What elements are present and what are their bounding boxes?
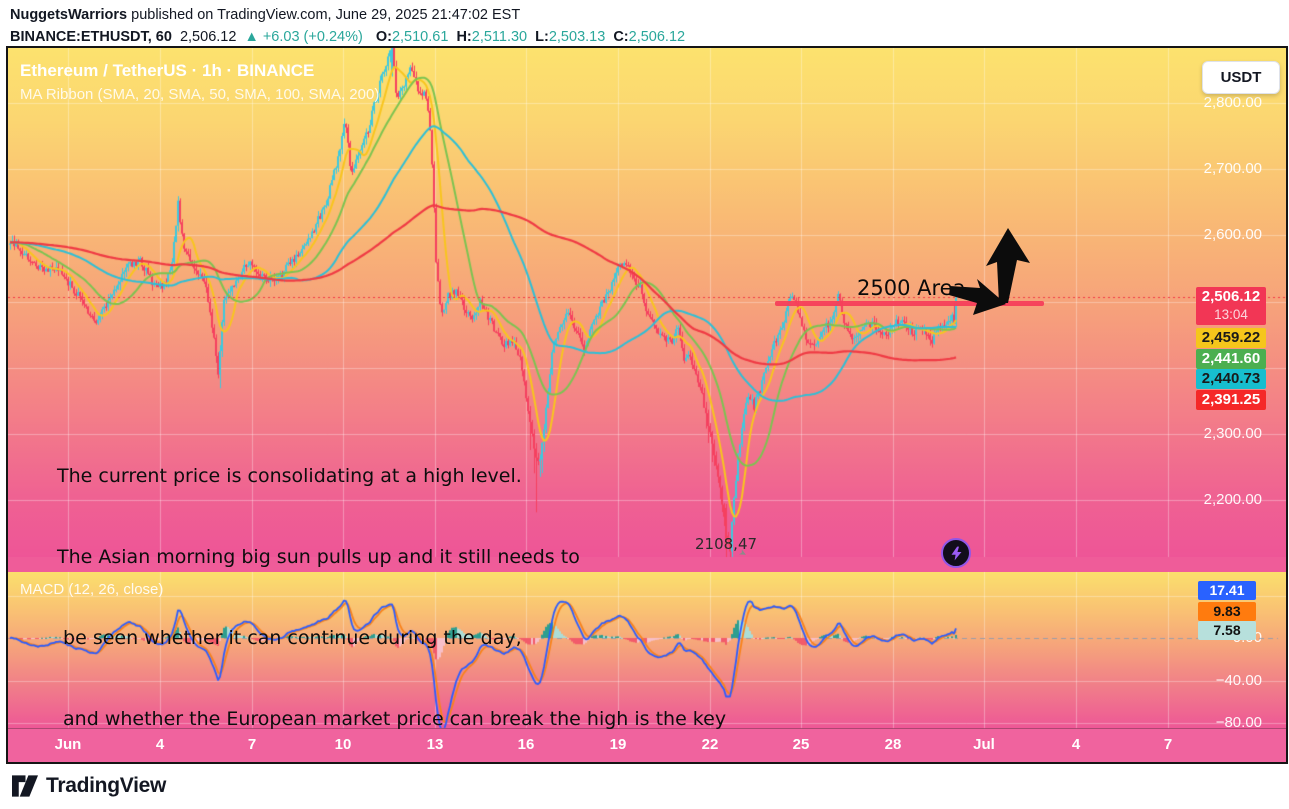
close-label: C: [613, 29, 629, 45]
time-axis-label[interactable]: 25 [792, 736, 810, 753]
sma-value-badge: 2,440.73 [1196, 369, 1266, 389]
tradingview-logo-icon [12, 775, 39, 797]
author-name: NuggetsWarriors [10, 7, 128, 23]
open-value: 2,510.61 [391, 29, 449, 45]
sma-value-badge: 2,441.60 [1196, 349, 1266, 369]
price-scale-label: 2,200.00 [1203, 491, 1262, 509]
time-axis-label[interactable]: 7 [247, 736, 257, 753]
close-value: 2,506.12 [628, 29, 686, 45]
time-axis-label[interactable]: Jun [54, 736, 82, 753]
support-resistance-line [775, 301, 1044, 306]
macd-value-badge: 9.83 [1198, 602, 1256, 621]
up-triangle-icon: ▲ [244, 29, 259, 45]
sma-value-badge: 2,459.22 [1196, 328, 1266, 348]
time-axis-label[interactable]: 28 [884, 736, 902, 753]
high-label: H: [456, 29, 472, 45]
annotation-line: and whether the European market price ca… [57, 708, 727, 730]
badge-price-value: 2,506.12 [1201, 288, 1261, 305]
analysis-annotation: The current price is consolidating at a … [57, 409, 727, 762]
low-label: L: [535, 29, 549, 45]
sma-value-badge: 2,391.25 [1196, 390, 1266, 410]
lightning-icon [951, 546, 961, 560]
price-scale-label: 2,700.00 [1203, 160, 1262, 178]
time-axis-label[interactable]: 22 [701, 736, 719, 753]
time-axis-label[interactable]: 4 [1071, 736, 1081, 753]
chart-canvas[interactable] [8, 48, 1286, 762]
time-axis-label[interactable]: 13 [426, 736, 444, 753]
chart-widget: MACD (12, 26, close) 0.00−40.00−80.00 Et… [6, 46, 1288, 764]
last-price: 2,506.12 [179, 29, 237, 45]
ma-ribbon-indicator-title[interactable]: MA Ribbon (SMA, 20, SMA, 50, SMA, 100, S… [20, 86, 380, 103]
lightning-boost-button[interactable] [941, 538, 971, 568]
time-axis-label[interactable]: 7 [1163, 736, 1173, 753]
resistance-area-label: 2500 Area [857, 276, 966, 300]
low-value: 2,503.13 [548, 29, 606, 45]
open-label: O: [375, 29, 392, 45]
time-axis-label[interactable]: 19 [609, 736, 627, 753]
macd-value-badge: 17.41 [1198, 581, 1256, 600]
publish-info: published on TradingView.com, June 29, 2… [131, 7, 521, 23]
time-axis-label[interactable]: 4 [155, 736, 165, 753]
time-axis-label[interactable]: 16 [517, 736, 535, 753]
symbol-info-bar: BINANCE:ETHUSDT, 60 2,506.12 ▲ +6.03 (+0… [10, 29, 685, 45]
price-scale-label: 2,800.00 [1203, 94, 1262, 111]
session-low-label: 2108,47 [695, 535, 758, 553]
price-scale-label: 2,600.00 [1203, 226, 1262, 244]
time-axis-label[interactable]: 10 [334, 736, 352, 753]
price-change: +6.03 (+0.24%) [262, 29, 363, 45]
macd-value-badge: 7.58 [1198, 621, 1256, 640]
time-axis-label[interactable]: Jul [973, 736, 995, 753]
high-value: 2,511.30 [471, 29, 528, 45]
price-scale-label: 2,300.00 [1203, 424, 1262, 442]
badge-bar-countdown: 13:04 [1214, 307, 1248, 322]
tradingview-brand-link[interactable]: TradingView [12, 771, 166, 801]
tradingview-wordmark: TradingView [46, 774, 167, 797]
annotation-line: The Asian morning big sun pulls up and i… [57, 546, 580, 568]
currency-usdt-button[interactable]: USDT [1202, 61, 1280, 94]
annotation-line: be seen whether it can continue during t… [57, 627, 522, 649]
symbol-name: BINANCE:ETHUSDT, 60 [10, 29, 172, 45]
annotation-line: The current price is consolidating at a … [57, 465, 522, 487]
last-price-badge: 2,506.12 13:04 [1196, 287, 1266, 325]
publish-header: NuggetsWarriors published on TradingView… [10, 7, 520, 23]
chart-title: Ethereum / TetherUS · 1h · BINANCE [20, 61, 315, 80]
